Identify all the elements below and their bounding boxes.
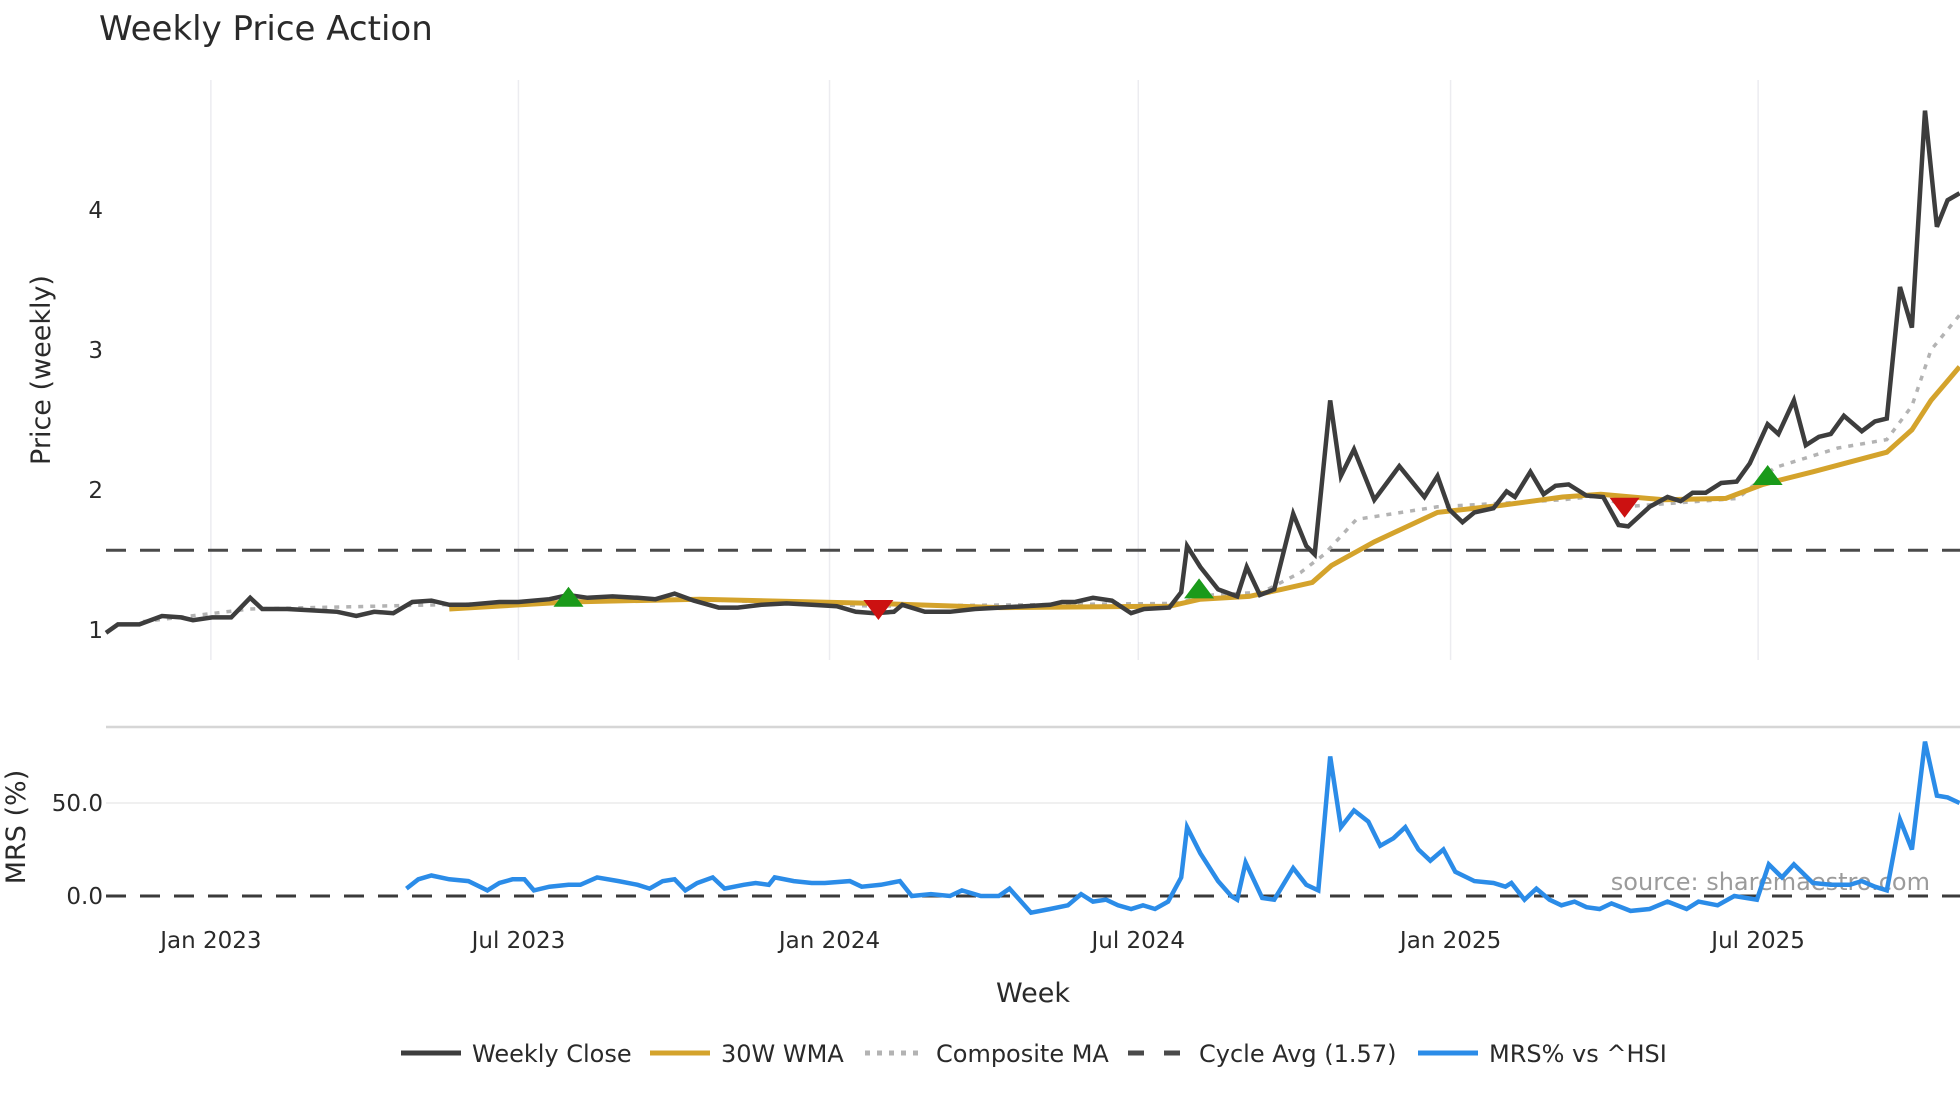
x-tick-label: Jul 2024 <box>1089 928 1185 954</box>
mrs-y-axis-title: MRS (%) <box>1 770 32 885</box>
mrs-tick-0: 0.0 <box>66 884 103 910</box>
series-line <box>104 110 1960 635</box>
price-tick-1: 1 <box>88 618 103 644</box>
price-tick-3: 3 <box>88 338 103 364</box>
mrs-tick-50: 50.0 <box>52 791 103 817</box>
price-tick-2: 2 <box>88 478 103 504</box>
series-line <box>405 741 1960 916</box>
legend-label: Weekly Close <box>472 1040 632 1068</box>
x-tick-label: Jul 2025 <box>1709 928 1805 954</box>
sell-signal-marker <box>863 600 894 620</box>
mrs-panel: MRS (%) 50.0 0.0 source: sharemaestro.co… <box>1 741 1960 954</box>
signal-markers <box>553 465 1783 620</box>
mrs-series <box>106 741 1960 916</box>
x-tick-label: Jul 2023 <box>470 928 566 954</box>
price-panel: Price (weekly) 4 3 2 1 <box>26 80 1960 660</box>
legend-label: 30W WMA <box>721 1040 844 1068</box>
price-y-axis-title: Price (weekly) <box>26 275 57 465</box>
legend: Weekly Close 30W WMA Composite MA Cycle Avg… <box>401 1040 1667 1068</box>
x-tick-label: Jan 2023 <box>158 928 261 954</box>
x-axis-ticks: Jan 2023 Jul 2023 Jan 2024 Jul 2024 Jan 2025… <box>158 928 1805 954</box>
x-axis-title: Week <box>996 978 1070 1009</box>
series-line <box>142 313 1960 624</box>
source-annotation: source: sharemaestro.com <box>1611 868 1930 896</box>
legend-label: Composite MA <box>936 1040 1109 1068</box>
buy-signal-marker <box>553 586 584 607</box>
buy-signal-marker <box>1184 578 1215 599</box>
legend-label: Cycle Avg (1.57) <box>1199 1040 1396 1068</box>
x-tick-label: Jan 2024 <box>777 928 880 954</box>
legend-label: MRS% vs ^HSI <box>1489 1040 1667 1068</box>
price-series <box>104 110 1960 635</box>
price-tick-4: 4 <box>88 198 103 224</box>
x-tick-label: Jan 2025 <box>1398 928 1501 954</box>
sell-signal-marker <box>1609 497 1640 518</box>
chart-title: Weekly Price Action <box>99 9 433 49</box>
price-vertical-gridlines <box>210 80 1759 660</box>
buy-signal-marker <box>1752 465 1783 485</box>
